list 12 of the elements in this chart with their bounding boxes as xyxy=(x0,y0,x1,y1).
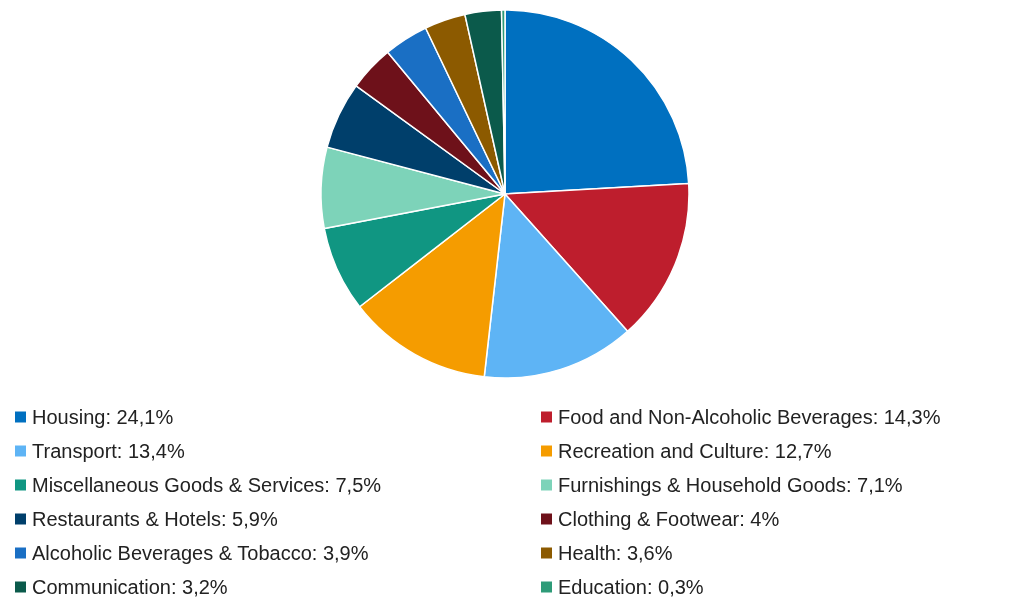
legend-label: Clothing & Footwear: 4% xyxy=(558,508,780,530)
legend-label: Miscellaneous Goods & Services: 7,5% xyxy=(32,474,382,496)
legend-label: Education: 0,3% xyxy=(558,576,704,598)
legend-label: Restaurants & Hotels: 5,9% xyxy=(32,508,278,530)
legend-label: Alcoholic Beverages & Tobacco: 3,9% xyxy=(32,542,369,564)
legend-label: Health: 3,6% xyxy=(558,542,673,564)
legend-label: Housing: 24,1% xyxy=(32,406,174,428)
legend-label: Transport: 13,4% xyxy=(32,440,185,462)
legend-label: Recreation and Culture: 12,7% xyxy=(558,440,832,462)
legend-label: Food and Non-Alcoholic Beverages: 14,3% xyxy=(558,406,941,428)
legend-label: Furnishings & Household Goods: 7,1% xyxy=(558,474,903,496)
legend-label: Communication: 3,2% xyxy=(32,576,228,598)
